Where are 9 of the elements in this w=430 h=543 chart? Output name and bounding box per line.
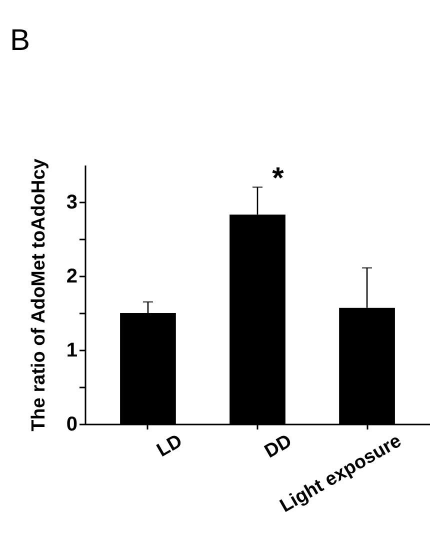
y-tick-label: 3 [66, 192, 78, 214]
annotation: * [272, 162, 284, 195]
chart-title: B [10, 24, 30, 57]
y-tick-label: 2 [66, 266, 78, 288]
x-tick-label: DD [261, 430, 296, 463]
y-tick-label: 1 [66, 340, 78, 362]
y-axis-title: The ratio of AdoMet toAdoHcy [28, 158, 50, 432]
y-tick-label: 0 [66, 414, 78, 436]
x-tick-label: LD [154, 430, 186, 462]
